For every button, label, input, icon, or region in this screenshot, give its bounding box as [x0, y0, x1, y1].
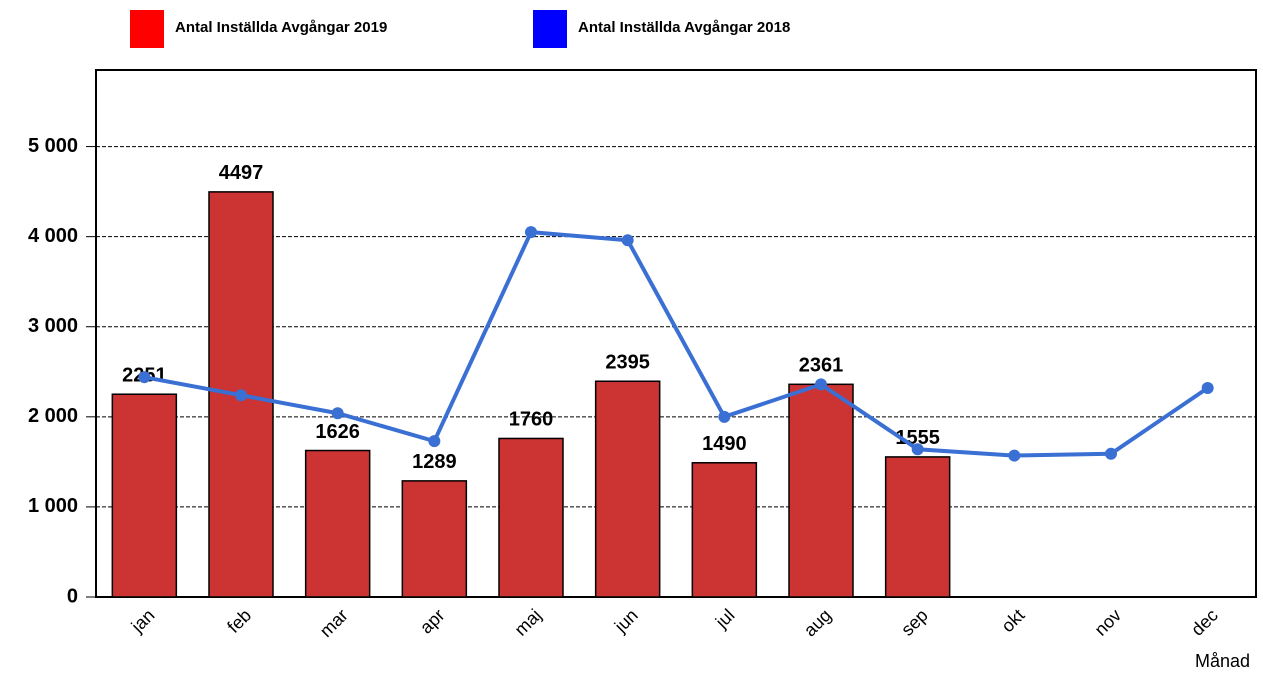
x-tick-label: jan	[127, 605, 159, 637]
bar	[884, 456, 951, 598]
y-tick-label: 2 000	[28, 405, 78, 427]
x-tick-label: aug	[800, 605, 835, 640]
line-point	[815, 378, 827, 391]
value-label: 1760	[509, 409, 554, 431]
value-label: 1490	[702, 433, 747, 455]
x-tick-label: maj	[511, 605, 546, 640]
line-point	[138, 371, 151, 384]
value-label: 1289	[412, 451, 457, 473]
x-tick-label: apr	[416, 605, 449, 638]
legend-swatch	[130, 10, 164, 48]
line-point	[911, 443, 924, 456]
x-tick-label: mar	[316, 605, 352, 641]
bar	[498, 437, 564, 598]
line-point	[331, 407, 344, 420]
y-tick-label: 5 000	[28, 135, 78, 157]
line-point	[1105, 447, 1117, 460]
line-point	[525, 226, 537, 239]
line-point	[621, 234, 634, 247]
line-point	[718, 410, 731, 423]
value-label: 4497	[219, 162, 264, 184]
line-point	[1008, 449, 1021, 462]
plot-frame	[95, 69, 1257, 598]
y-tick-label: 1 000	[28, 495, 78, 517]
bar	[788, 383, 854, 598]
bar	[691, 462, 758, 598]
value-label: 1626	[315, 421, 360, 443]
x-tick-label: okt	[997, 605, 1028, 636]
x-tick-label: feb	[223, 605, 255, 637]
x-tick-label: jul	[711, 605, 739, 633]
legend-label: Antal Inställda Avgångar 2018	[578, 19, 790, 36]
bar	[304, 449, 371, 598]
line-point	[1201, 382, 1214, 395]
line-point	[428, 435, 441, 448]
x-tick-label: sep	[897, 605, 932, 640]
y-tick-label: 0	[67, 585, 78, 607]
line-point	[235, 389, 247, 402]
y-tick-label: 4 000	[28, 225, 78, 247]
line	[143, 230, 1209, 458]
legend-swatch	[533, 10, 567, 48]
bar	[401, 480, 468, 598]
value-label: 2395	[605, 352, 650, 374]
bar	[111, 393, 178, 598]
x-tick-label: nov	[1091, 605, 1126, 640]
bar	[594, 380, 661, 598]
legend-label: Antal Inställda Avgångar 2019	[175, 19, 387, 36]
x-tick-label: dec	[1187, 605, 1222, 640]
x-axis-label: Månad	[1195, 651, 1250, 671]
x-tick-label: jun	[610, 605, 642, 637]
value-label: 2361	[799, 355, 844, 377]
y-tick-label: 3 000	[28, 315, 78, 337]
